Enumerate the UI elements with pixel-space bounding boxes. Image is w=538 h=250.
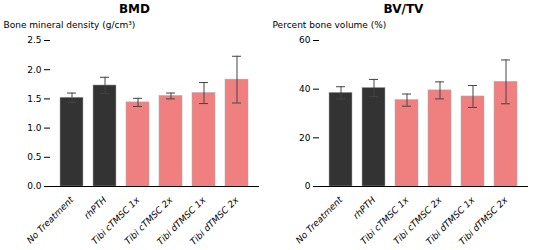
svg-text:1.5: 1.5 <box>27 94 41 104</box>
svg-text:40: 40 <box>299 84 311 94</box>
svg-text:2.5: 2.5 <box>27 35 41 45</box>
svg-text:Tibi cTMSC 1x: Tibi cTMSC 1x <box>89 194 142 247</box>
svg-text:0: 0 <box>305 181 311 191</box>
svg-text:Tibi dTMSC 1x: Tibi dTMSC 1x <box>155 194 208 247</box>
html-text:BMD: BMD <box>119 2 150 16</box>
svg-text:Tibi cTMSC 2x: Tibi cTMSC 2x <box>122 194 175 247</box>
svg-text:No Treatment: No Treatment <box>25 194 76 245</box>
svg-text:rhPTH: rhPTH <box>351 195 377 221</box>
svg-text:1.0: 1.0 <box>27 123 42 133</box>
svg-text:Tibi cTMSC 1x: Tibi cTMSC 1x <box>358 194 411 247</box>
svg-text:20: 20 <box>299 133 311 143</box>
svg-text:Tibi dTMSC 2x: Tibi dTMSC 2x <box>188 194 241 247</box>
svg-text:0.5: 0.5 <box>27 152 41 162</box>
svg-text:0.0: 0.0 <box>27 181 42 191</box>
svg-text:Tibi cTMSC 2x: Tibi cTMSC 2x <box>391 194 444 247</box>
svg-text:Bone mineral density (g/cm³): Bone mineral density (g/cm³) <box>4 20 136 30</box>
svg-text:Tibi dTMSC 2x: Tibi dTMSC 2x <box>457 194 510 247</box>
svg-text:60: 60 <box>299 35 311 45</box>
html-text:BV/TV: BV/TV <box>383 2 424 16</box>
svg-text:Percent bone volume (%): Percent bone volume (%) <box>273 20 387 30</box>
svg-text:2.0: 2.0 <box>27 65 42 75</box>
svg-text:No Treatment: No Treatment <box>294 194 345 245</box>
svg-text:Tibi dTMSC 1x: Tibi dTMSC 1x <box>424 194 477 247</box>
svg-text:rhPTH: rhPTH <box>82 195 108 221</box>
